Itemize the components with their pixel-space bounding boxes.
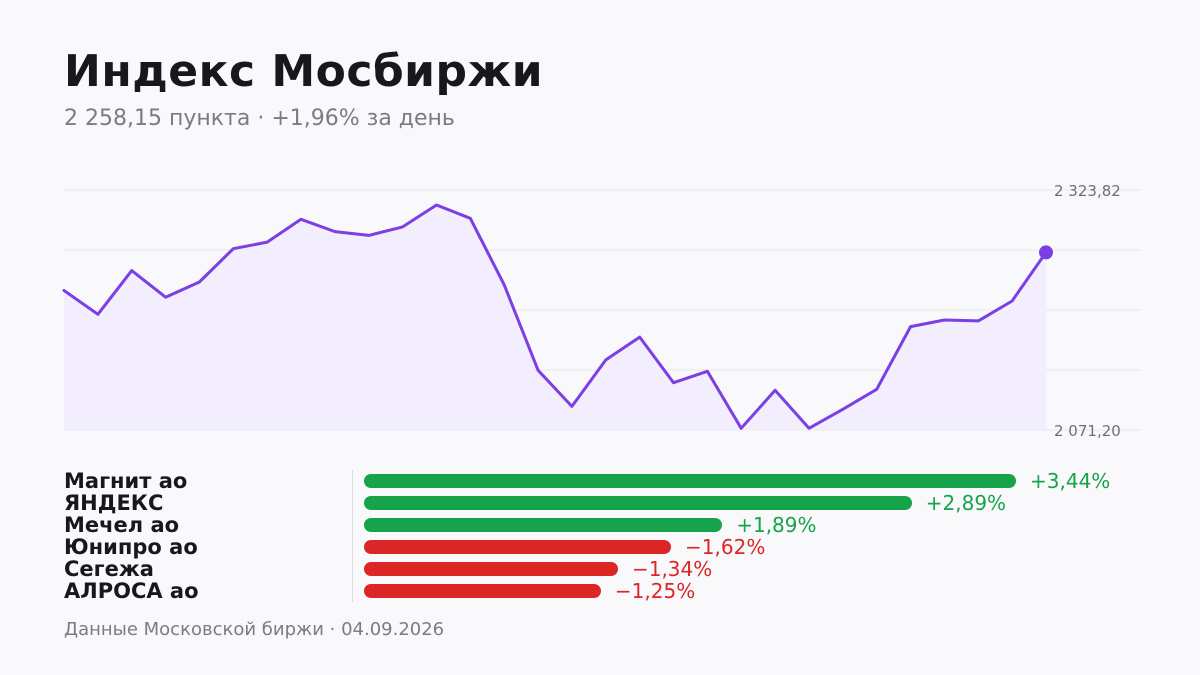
y-tick-label-min: 2 071,20	[1054, 422, 1121, 440]
leaders-bar-chart: Магнит ао +3,44% ЯНДЕКС +2,89% Мечел ао +1,89…	[64, 470, 1164, 602]
source-note: Данные Московской биржи · 04.09.2026	[64, 619, 445, 640]
bar	[364, 474, 1016, 488]
bar-row: Мечел ао +1,89%	[64, 514, 1164, 536]
bar-row: Магнит ао +3,44%	[64, 470, 1164, 492]
bar-value-label: +3,44%	[1030, 469, 1111, 493]
chart-subtitle: 2 258,15 пункта · +1,96% за день	[64, 106, 455, 131]
bar-value-label: +1,89%	[736, 513, 817, 537]
bar	[364, 584, 601, 598]
y-tick-label-max: 2 323,82	[1054, 182, 1121, 200]
index-area-fill	[64, 205, 1046, 430]
bar-category-label: АЛРОСА ао	[64, 579, 199, 603]
bar-category-label: Мечел ао	[64, 513, 180, 537]
bar-category-label: ЯНДЕКС	[64, 491, 164, 515]
bar-category-label: Юнипро ао	[64, 535, 198, 559]
bar-divider	[352, 470, 353, 602]
bar	[364, 518, 723, 532]
bar-value-label: −1,62%	[685, 535, 766, 559]
bar-row: Сегежа −1,34%	[64, 558, 1164, 580]
bar-row: ЯНДЕКС +2,89%	[64, 492, 1164, 514]
bar-value-label: −1,25%	[614, 579, 696, 603]
bar-value-label: −1,34%	[631, 557, 713, 581]
index-line	[62, 203, 1048, 430]
bar	[364, 562, 618, 576]
last-value-point	[1039, 245, 1053, 260]
bar-category-label: Сегежа	[64, 557, 154, 581]
bar-value-label: +2,89%	[925, 491, 1007, 515]
bar	[364, 496, 912, 510]
bar-category-label: Магнит ао	[64, 469, 188, 493]
chart-title: Индекс Мосбиржи	[64, 46, 544, 97]
index-line-chart: 2 323,82 2 071,20	[62, 182, 1140, 440]
bar-row: АЛРОСА ао −1,25%	[64, 580, 1164, 602]
bar-row: Юнипро ао −1,62%	[64, 536, 1164, 558]
bar	[364, 540, 672, 554]
